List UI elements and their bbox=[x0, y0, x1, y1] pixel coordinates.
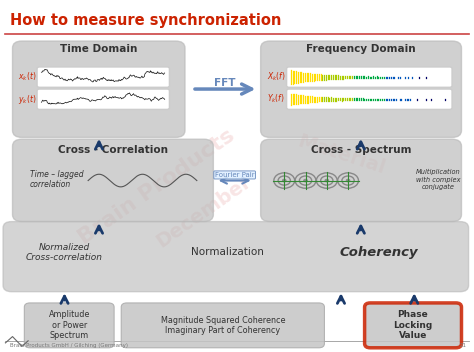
Circle shape bbox=[283, 179, 286, 182]
FancyBboxPatch shape bbox=[37, 67, 169, 87]
FancyBboxPatch shape bbox=[261, 41, 462, 137]
FancyBboxPatch shape bbox=[365, 303, 462, 348]
FancyBboxPatch shape bbox=[287, 67, 452, 87]
Text: FFT: FFT bbox=[214, 78, 236, 88]
FancyBboxPatch shape bbox=[261, 139, 462, 221]
FancyBboxPatch shape bbox=[3, 221, 469, 292]
Text: How to measure synchronization: How to measure synchronization bbox=[10, 13, 282, 28]
Text: Time Domain: Time Domain bbox=[60, 44, 137, 54]
Text: Brain Products: Brain Products bbox=[75, 125, 238, 248]
Text: Phase
Locking
Value: Phase Locking Value bbox=[393, 310, 432, 340]
Text: $x_k(t)$: $x_k(t)$ bbox=[18, 71, 36, 83]
Text: Material: Material bbox=[295, 132, 387, 178]
Circle shape bbox=[304, 179, 308, 182]
Text: Amplitude
or Power
Spectrum: Amplitude or Power Spectrum bbox=[48, 310, 90, 340]
Circle shape bbox=[325, 179, 328, 182]
Text: Fourier Pair: Fourier Pair bbox=[215, 172, 255, 178]
FancyBboxPatch shape bbox=[12, 41, 185, 137]
Text: Cross - Correlation: Cross - Correlation bbox=[58, 145, 168, 155]
Text: Brain Products GmbH / Gilching (Germany): Brain Products GmbH / Gilching (Germany) bbox=[10, 343, 128, 348]
FancyBboxPatch shape bbox=[121, 303, 324, 348]
Text: $X_k(f)$: $X_k(f)$ bbox=[267, 71, 286, 83]
Text: Magnitude Squared Coherence
Imaginary Part of Coherency: Magnitude Squared Coherence Imaginary Pa… bbox=[161, 316, 285, 335]
Text: 21: 21 bbox=[459, 343, 466, 348]
FancyBboxPatch shape bbox=[12, 139, 213, 221]
Text: Time – lagged
correlation: Time – lagged correlation bbox=[30, 170, 83, 189]
Text: Coherency: Coherency bbox=[339, 246, 418, 259]
Text: $Y_k(f)$: $Y_k(f)$ bbox=[267, 93, 285, 106]
Text: Normalization: Normalization bbox=[191, 247, 264, 257]
FancyBboxPatch shape bbox=[37, 89, 169, 109]
Text: Cross - Spectrum: Cross - Spectrum bbox=[310, 145, 411, 155]
Circle shape bbox=[346, 179, 350, 182]
FancyBboxPatch shape bbox=[287, 89, 452, 109]
Text: Normalized
Cross-correlation: Normalized Cross-correlation bbox=[26, 243, 103, 262]
Text: December: December bbox=[153, 171, 255, 251]
Text: Multiplication
with complex
conjugate: Multiplication with complex conjugate bbox=[416, 169, 460, 190]
Text: Frequency Domain: Frequency Domain bbox=[306, 44, 416, 54]
Text: $y_k(t)$: $y_k(t)$ bbox=[18, 93, 36, 106]
FancyBboxPatch shape bbox=[24, 303, 114, 348]
